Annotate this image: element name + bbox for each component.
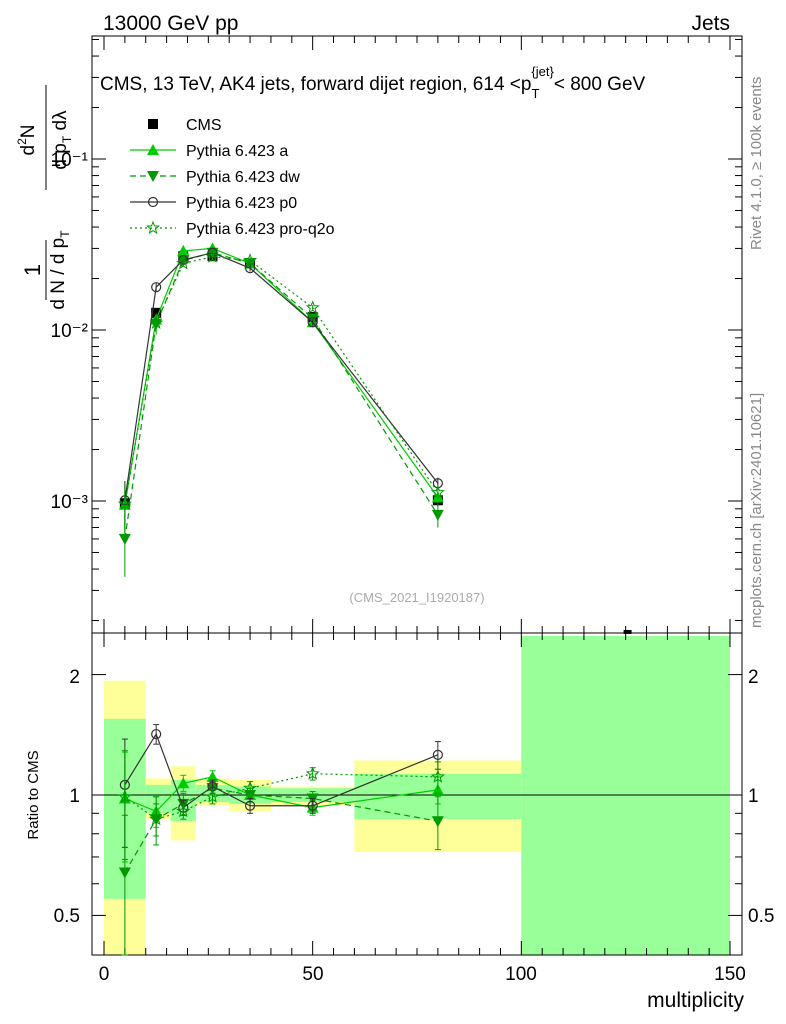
data-point [305,300,320,314]
series-pythia-6-423-p0 [119,247,443,527]
ytick-label-1e-3: 10⁻³ [51,492,89,513]
series-line [124,256,439,505]
ratio-ytick-1-right: 1 [748,786,759,807]
legend-marker [147,144,159,155]
legend-marker [147,171,159,182]
data-point [151,307,162,318]
data-point [177,244,190,256]
ratio-point [431,816,444,828]
legend: CMS Pythia 6.423 a Pythia 6.423 dw Pythi… [130,117,335,238]
ratio-point [117,789,132,803]
legend-marker [148,119,158,129]
legend-label-dw: Pythia 6.423 dw [186,169,300,186]
xtick-label-100: 100 [505,964,537,985]
ratio-ytick-2-left: 2 [69,667,80,688]
legend-marker [147,196,159,208]
overflow-marker [623,630,632,634]
data-point [306,313,319,325]
mcplots-reference-text: mcplots.cern.ch [arXiv:2401.10621] [748,393,765,628]
ratio-point [244,800,256,811]
series-pythia-6-423-a [118,242,444,533]
main-axis-ticks [92,36,742,633]
ratio-ytick-2-right: 2 [748,667,759,688]
ratio-ytick-1-left: 1 [69,786,80,807]
ratio-point [151,728,162,740]
data-point [430,485,445,499]
xtick-label-50: 50 [302,964,323,985]
ratio-point [206,770,219,782]
header-jets: Jets [691,12,730,35]
ratio-point [118,867,131,879]
series-pythia-6-423-pro-q2o [117,249,445,532]
svg-text:d N / d pT: d N / d pT [48,230,72,310]
ratio-point [205,789,220,803]
title-sub: T [531,86,539,101]
data-point [307,317,318,328]
data-point [205,249,220,263]
data-point [117,496,132,511]
svg-text:d2N: d2N [15,125,39,156]
main-ylabel: 1 d N / d pT d2N d pT dλ [15,85,74,310]
data-point [151,282,162,293]
rivet-version-text: Rivet 4.1.0, ≥ 100k events [748,77,765,250]
ratio-point [243,780,258,795]
data-point [176,256,191,270]
ratio-axis-ticks [92,633,742,955]
ratio-point [177,777,190,789]
title-prefix: CMS, 13 TeV, AK4 jets, forward dijet reg… [100,74,531,95]
legend-label-q2o: Pythia 6.423 pro-q2o [186,221,335,238]
x-axis-label: multiplicity [647,989,744,1012]
data-point [243,253,258,267]
title-suffix: < 800 GeV [554,74,646,95]
ratio-series-group [117,724,445,956]
legend-label-p0: Pythia 6.423 p0 [186,195,297,212]
legend-label-cms: CMS [186,117,222,134]
main-title: CMS, 13 TeV, AK4 jets, forward dijet reg… [100,64,646,101]
ratio-point [305,766,320,780]
data-point [118,533,131,545]
main-tick-labels: 10⁻³ 10⁻² 10⁻¹ [51,150,89,513]
xtick-label-0: 0 [99,964,110,985]
ytick-label-1e-1: 10⁻¹ [51,150,89,171]
legend-marker [146,220,160,235]
series-line [124,247,439,505]
title-sup: {jet} [531,64,554,79]
legend-label-a: Pythia 6.423 a [186,143,288,160]
ratio-ylabel: Ratio to CMS [25,750,42,839]
data-point [149,315,164,329]
svg-text:1: 1 [20,264,45,276]
ratio-ytick-05-right: 0.5 [748,906,774,927]
ratio-point [432,749,443,760]
header-energy: 13000 GeV pp [103,12,238,35]
ratio-point [430,769,445,783]
data-point [431,509,444,521]
main-series-group [117,242,445,577]
ratio-point [307,800,318,811]
ytick-label-1e-2: 10⁻² [51,321,89,342]
analysis-id-watermark: (CMS_2021_I1920187) [349,590,484,605]
ratio-point [176,804,191,818]
series-pythia-6-423-dw [118,247,444,577]
ratio-series-pythia-6-423-pro-q2o [117,750,445,860]
xtick-label-150: 150 [714,964,746,985]
ratio-ytick-05-left: 0.5 [54,906,80,927]
ratio-point [149,811,164,826]
